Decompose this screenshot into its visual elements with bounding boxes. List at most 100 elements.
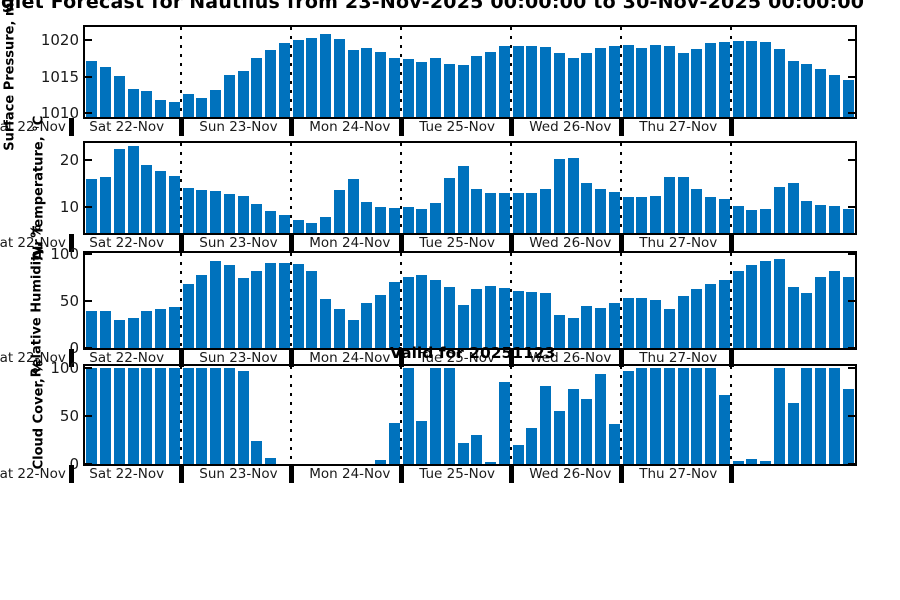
- bar-relative-humidity: [155, 309, 167, 348]
- day-tick: [288, 349, 294, 367]
- bar-air-temperature: [581, 183, 593, 233]
- bar-relative-humidity: [691, 288, 703, 348]
- x-tick-label-clipped: Sat 22-Nov: [0, 119, 66, 135]
- bar-surface-pressure: [691, 48, 703, 117]
- bar-surface-pressure: [306, 37, 318, 117]
- x-tick-label: Sun 23-Nov: [199, 466, 278, 482]
- x-tick-label: Thu 27-Nov: [639, 119, 718, 135]
- bar-cloud-cover: [705, 367, 717, 464]
- bar-relative-humidity: [196, 274, 208, 348]
- bar-relative-humidity: [320, 299, 332, 348]
- bar-relative-humidity: [773, 258, 785, 348]
- bar-air-temperature: [86, 178, 98, 233]
- bar-surface-pressure: [196, 97, 208, 117]
- bar-air-temperature: [141, 165, 153, 233]
- bar-air-temperature: [815, 204, 827, 233]
- bar-relative-humidity: [251, 270, 263, 348]
- plot-area-relative-humidity: [85, 253, 855, 348]
- bar-relative-humidity: [801, 292, 813, 348]
- bar-cloud-cover: [608, 423, 620, 464]
- y-tick-mark: [848, 205, 855, 208]
- bar-surface-pressure: [416, 62, 428, 117]
- bar-surface-pressure: [141, 90, 153, 117]
- bar-air-temperature: [485, 192, 497, 233]
- bar-air-temperature: [113, 148, 125, 233]
- bar-cloud-cover: [430, 367, 442, 464]
- y-tick-mark: [85, 252, 92, 255]
- bar-surface-pressure: [127, 89, 139, 117]
- bar-surface-pressure: [718, 41, 730, 117]
- y-tick-mark: [85, 112, 92, 115]
- bar-cloud-cover: [595, 373, 607, 464]
- day-tick: [618, 465, 624, 483]
- bar-air-temperature: [746, 210, 758, 233]
- bar-air-temperature: [471, 188, 483, 233]
- bar-air-temperature: [402, 206, 414, 233]
- x-tick-label: Thu 27-Nov: [639, 235, 718, 251]
- day-boundary-line: [510, 366, 513, 464]
- bar-air-temperature: [306, 223, 318, 233]
- bar-air-temperature: [842, 209, 854, 233]
- day-boundary-line: [290, 366, 293, 464]
- bar-cloud-cover: [155, 367, 167, 464]
- day-tick: [728, 234, 734, 252]
- day-tick: [288, 118, 294, 136]
- bar-surface-pressure: [773, 48, 785, 117]
- bar-cloud-cover: [100, 367, 112, 464]
- bar-relative-humidity: [113, 319, 125, 348]
- day-boundary-line: [180, 143, 183, 233]
- bar-relative-humidity: [732, 270, 744, 348]
- bar-cloud-cover: [663, 367, 675, 464]
- bar-cloud-cover: [553, 411, 565, 464]
- bar-air-temperature: [361, 202, 373, 233]
- bar-cloud-cover: [375, 460, 387, 464]
- bar-relative-humidity: [828, 270, 840, 348]
- bar-air-temperature: [457, 166, 469, 233]
- day-tick: [178, 118, 184, 136]
- bar-relative-humidity: [100, 311, 112, 348]
- bar-cloud-cover: [691, 367, 703, 464]
- bar-cloud-cover: [581, 398, 593, 464]
- bar-relative-humidity: [760, 261, 772, 348]
- bar-air-temperature: [416, 208, 428, 233]
- day-tick: [68, 349, 74, 367]
- day-boundary-line: [620, 366, 623, 464]
- y-tick-mark: [848, 39, 855, 42]
- bar-relative-humidity: [787, 286, 799, 348]
- bar-air-temperature: [223, 194, 235, 233]
- bar-cloud-cover: [842, 389, 854, 464]
- bar-surface-pressure: [237, 70, 249, 117]
- bar-cloud-cover: [443, 367, 455, 464]
- day-boundary-line: [400, 253, 403, 348]
- bar-surface-pressure: [801, 64, 813, 117]
- bar-surface-pressure: [485, 51, 497, 117]
- y-tick-mark: [85, 75, 92, 78]
- bar-air-temperature: [498, 192, 510, 233]
- x-tick-label: Sat 22-Nov: [89, 119, 165, 135]
- x-axis-label-row: Sat 22-Nov Sat 22-Nov Sun 23-Nov Mon 24-Nov…: [0, 349, 900, 368]
- day-tick: [398, 465, 404, 483]
- day-boundary-line: [290, 27, 293, 117]
- bar-relative-humidity: [141, 311, 153, 348]
- bar-air-temperature: [196, 190, 208, 233]
- bar-air-temperature: [622, 196, 634, 233]
- bar-surface-pressure: [581, 53, 593, 117]
- bar-air-temperature: [691, 189, 703, 233]
- bar-air-temperature: [801, 201, 813, 233]
- bar-air-temperature: [430, 203, 442, 233]
- y-tick-mark: [85, 299, 92, 302]
- bar-relative-humidity: [718, 280, 730, 348]
- day-tick: [68, 118, 74, 136]
- bar-cloud-cover: [457, 442, 469, 464]
- bar-relative-humidity: [210, 260, 222, 348]
- bar-cloud-cover: [732, 461, 744, 464]
- y-tick-mark: [848, 158, 855, 161]
- x-tick-label: Tue 25-Nov: [419, 466, 495, 482]
- x-axis-label-row: Sat 22-Nov Sat 22-Nov Sun 23-Nov Mon 24-Nov…: [0, 118, 900, 137]
- bar-air-temperature: [182, 187, 194, 233]
- bar-air-temperature: [760, 209, 772, 233]
- bar-surface-pressure: [223, 75, 235, 117]
- bar-cloud-cover: [168, 367, 180, 464]
- day-boundary-line: [400, 27, 403, 117]
- bar-cloud-cover: [388, 422, 400, 464]
